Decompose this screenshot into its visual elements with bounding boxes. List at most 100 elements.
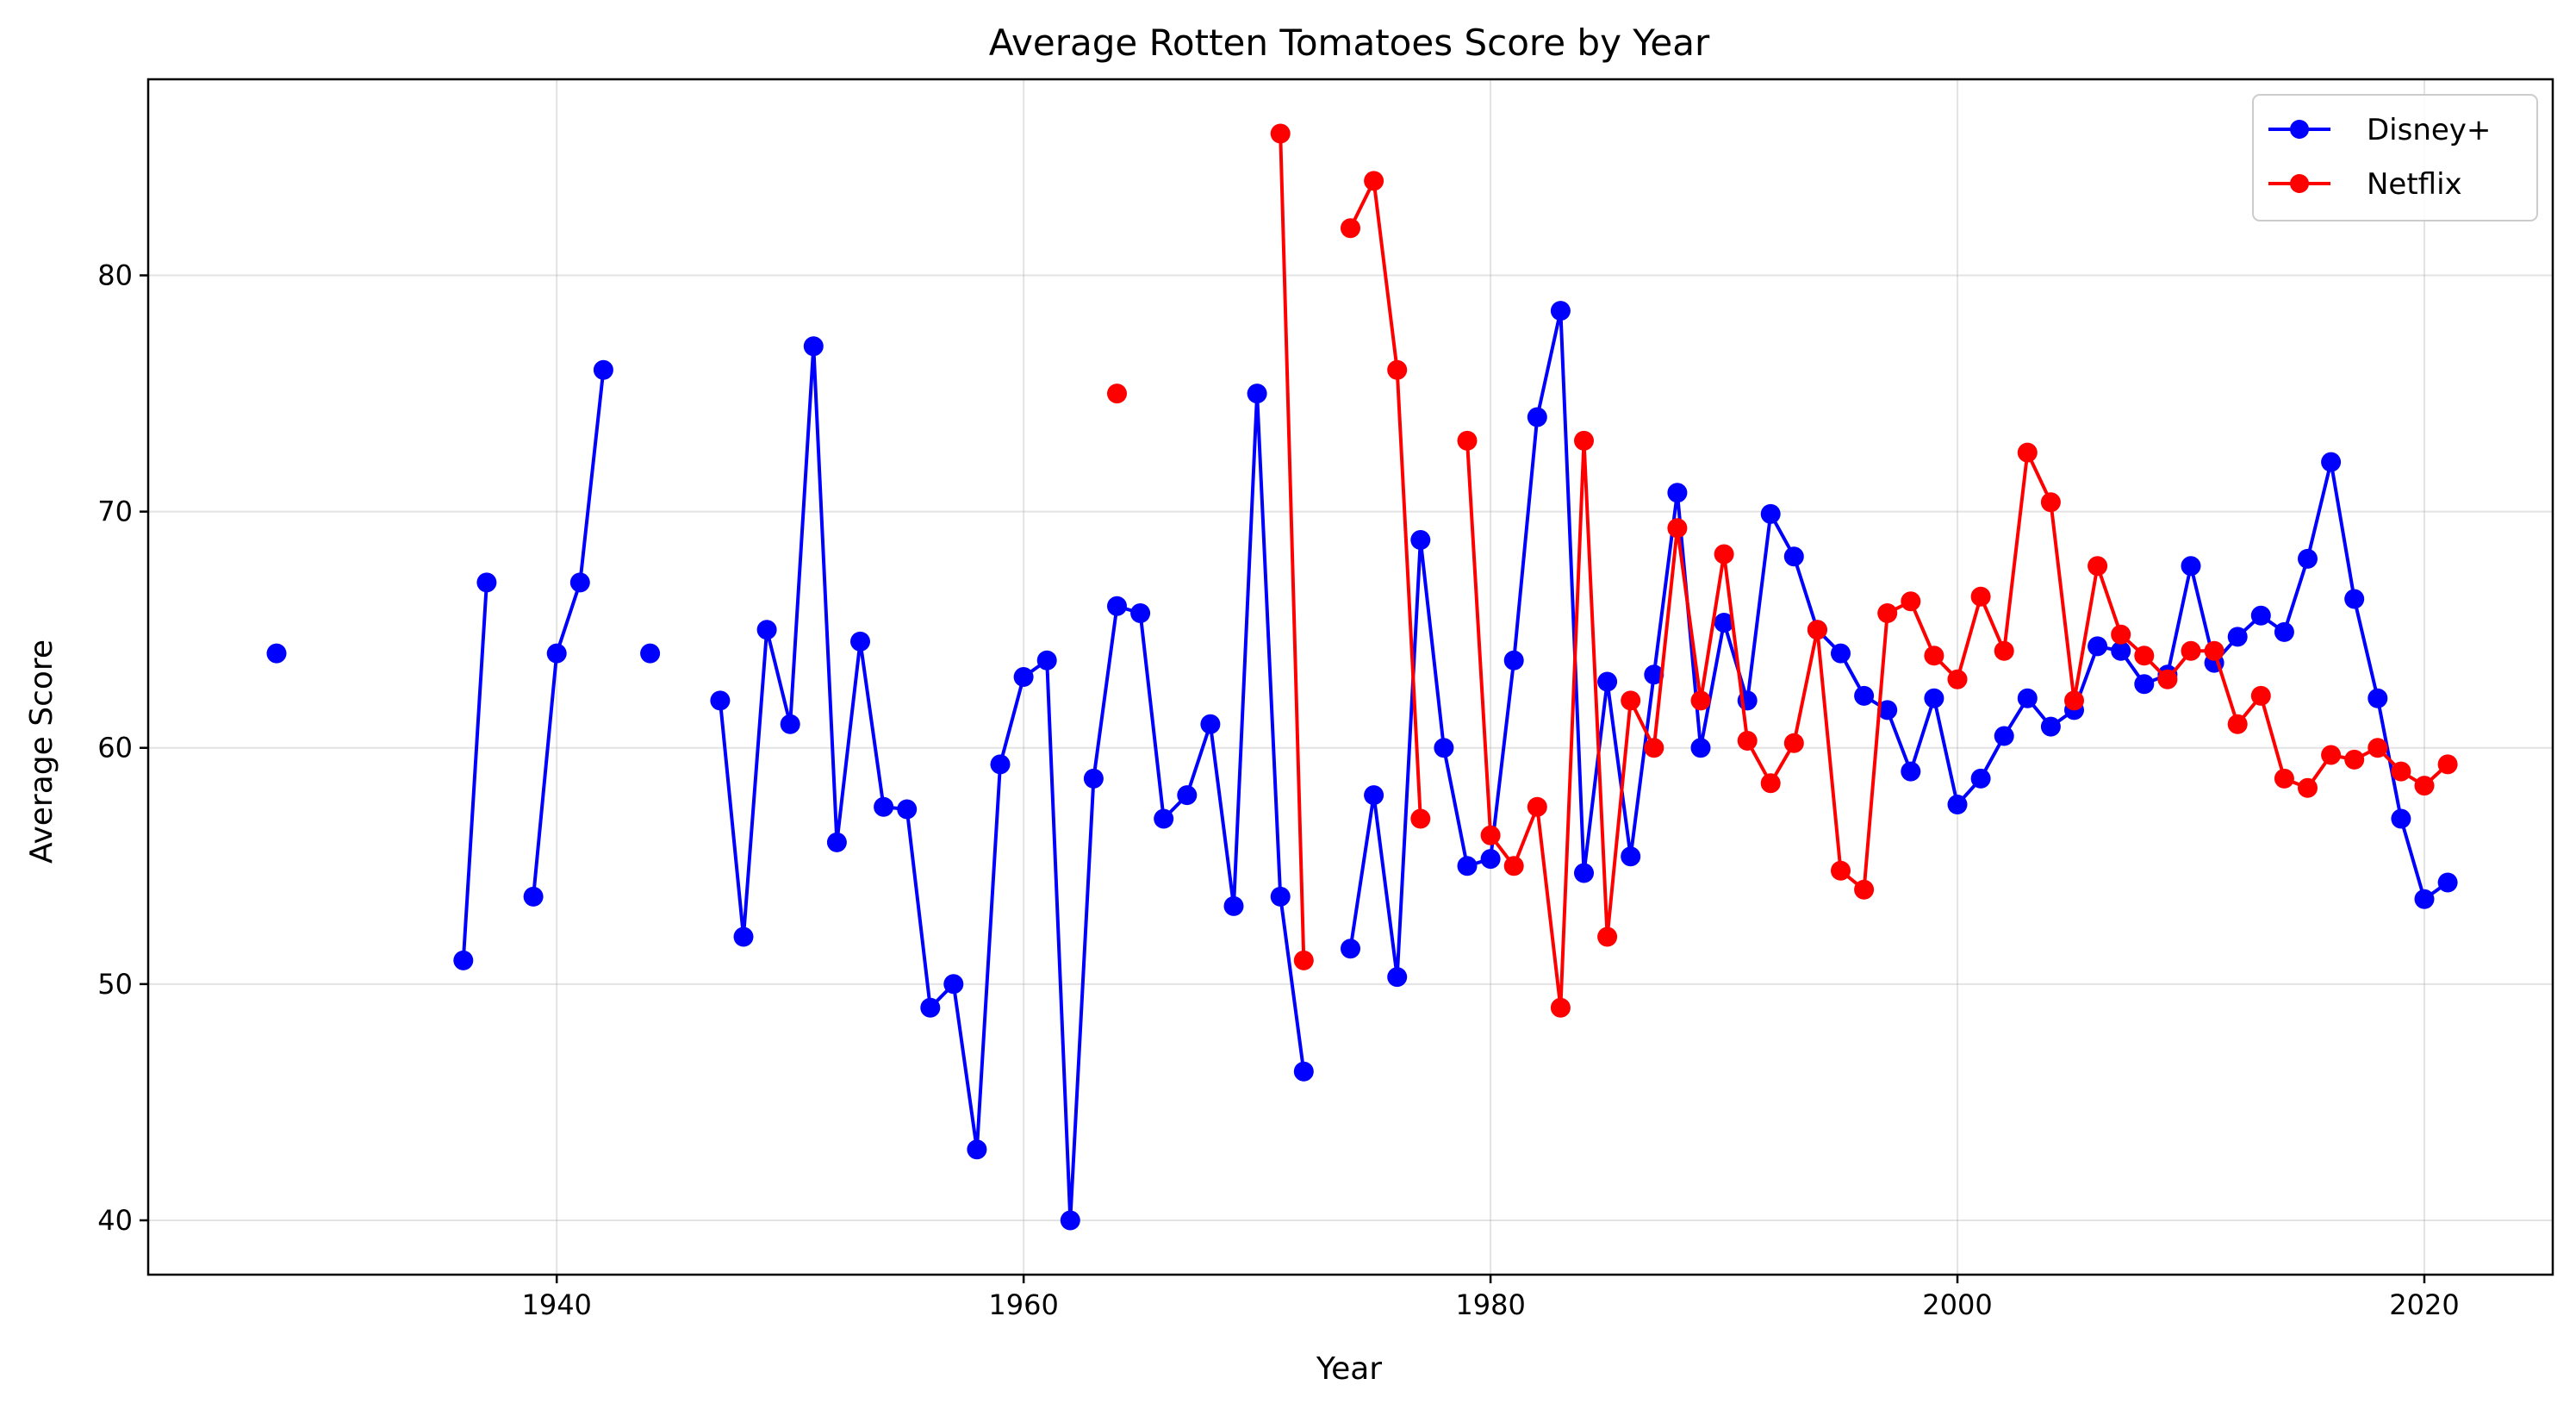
data-point-disney	[874, 796, 894, 817]
data-point-netflix	[1527, 796, 1547, 817]
data-point-disney	[1714, 613, 1734, 633]
data-point-netflix	[2321, 745, 2342, 765]
data-point-disney	[2414, 889, 2435, 909]
data-point-netflix	[2111, 624, 2131, 645]
y-tick-label: 80	[97, 259, 133, 292]
data-point-disney	[1970, 768, 1991, 789]
data-point-disney	[733, 926, 754, 947]
data-point-netflix	[2391, 761, 2411, 782]
series-line-netflix	[1279, 133, 1306, 961]
data-point-disney	[2298, 548, 2318, 569]
data-point-disney	[2227, 627, 2248, 647]
data-point-disney	[920, 997, 941, 1018]
data-point-disney	[2017, 688, 2038, 708]
data-point-disney	[1434, 738, 1454, 758]
series-line-netflix	[1348, 178, 1422, 820]
data-point-disney	[1947, 795, 1968, 814]
data-point-disney	[1036, 650, 1057, 671]
data-point-disney	[1644, 664, 1664, 685]
data-point-netflix	[1854, 879, 1875, 900]
data-point-netflix	[2274, 768, 2294, 789]
data-point-disney	[1550, 301, 1571, 321]
data-point-netflix	[1807, 620, 1827, 640]
data-point-netflix	[1270, 123, 1291, 144]
data-point-disney	[1154, 808, 1174, 829]
data-point-disney	[710, 690, 731, 711]
data-point-disney	[2181, 556, 2201, 577]
data-point-disney	[967, 1139, 987, 1160]
data-point-netflix	[1644, 738, 1664, 758]
x-axis-label: Year	[1316, 1351, 1382, 1387]
x-tick-label: 2000	[1922, 1288, 1992, 1321]
data-point-netflix	[1970, 586, 1991, 607]
data-point-netflix	[1690, 690, 1711, 711]
data-point-netflix	[2344, 749, 2365, 770]
y-tick-label: 60	[97, 732, 133, 764]
data-point-disney	[1177, 785, 1198, 806]
data-point-netflix	[2298, 777, 2318, 798]
data-point-disney	[1667, 483, 1688, 503]
data-point-netflix	[1597, 926, 1618, 947]
data-point-disney	[476, 572, 497, 593]
data-point-disney	[990, 754, 1011, 775]
data-point-netflix	[2157, 669, 2178, 689]
y-tick-label: 40	[97, 1204, 133, 1237]
data-point-disney	[897, 799, 918, 820]
data-point-disney	[1200, 714, 1221, 734]
data-point-disney	[1410, 530, 1431, 550]
legend-label-netflix: Netflix	[2367, 167, 2462, 202]
legend: Disney+ Netflix	[2252, 94, 2538, 221]
data-point-disney	[593, 359, 613, 380]
data-point-disney	[2437, 872, 2458, 893]
series-line-disney	[532, 369, 606, 897]
data-point-disney	[1877, 700, 1898, 720]
data-point-netflix	[1387, 359, 1408, 380]
data-point-netflix	[2414, 776, 2435, 796]
data-point-disney	[1503, 650, 1524, 671]
data-point-disney	[1341, 939, 1360, 959]
data-point-disney	[1223, 895, 1244, 916]
data-point-disney	[1107, 596, 1127, 616]
data-point-disney	[1690, 738, 1711, 758]
data-point-disney	[1574, 863, 1594, 883]
data-point-disney	[1130, 603, 1151, 623]
data-point-disney	[2274, 621, 2294, 642]
data-point-netflix	[2368, 738, 2388, 758]
data-point-disney	[1480, 849, 1501, 870]
data-point-disney	[803, 336, 824, 357]
data-point-netflix	[1994, 640, 2014, 661]
data-point-netflix	[2064, 690, 2084, 711]
data-point-disney	[2344, 589, 2365, 609]
data-point-netflix	[2227, 714, 2248, 734]
data-point-disney	[523, 886, 544, 907]
data-point-disney	[2321, 452, 2342, 472]
x-tick-label: 1980	[1455, 1288, 1525, 1321]
data-point-netflix	[2017, 442, 2038, 463]
legend-box	[2252, 94, 2538, 221]
data-point-disney	[1831, 643, 1851, 664]
data-point-disney	[1270, 886, 1291, 907]
data-point-netflix	[1107, 384, 1127, 404]
plot-area-frame	[146, 78, 2554, 1276]
series-netflix	[1107, 123, 2458, 1018]
data-point-disney	[1760, 503, 1781, 524]
gridlines	[148, 79, 2553, 1275]
data-point-disney	[2368, 688, 2388, 708]
chart-title: Average Rotten Tomatoes Score by Year	[989, 22, 1710, 64]
data-point-netflix	[1410, 808, 1431, 829]
plot-series	[266, 123, 2458, 1231]
data-point-disney	[780, 714, 800, 734]
legend-marker-netflix	[2290, 174, 2309, 193]
x-tick-label: 1940	[521, 1288, 591, 1321]
series-line-disney	[718, 344, 1306, 1222]
data-point-netflix	[1714, 544, 1734, 565]
data-point-disney	[826, 832, 847, 852]
data-point-netflix	[1831, 860, 1851, 881]
data-point-netflix	[2088, 556, 2108, 577]
data-point-netflix	[1737, 731, 1758, 751]
data-point-disney	[1247, 384, 1267, 404]
data-point-netflix	[2437, 754, 2458, 775]
x-tick-label: 1960	[988, 1288, 1058, 1321]
data-point-disney	[850, 631, 870, 652]
